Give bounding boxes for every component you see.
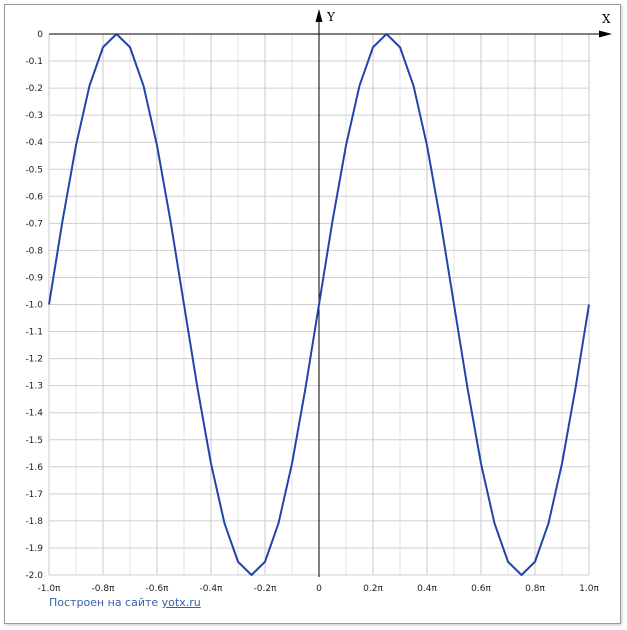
y-tick-label: -1.4 (25, 409, 43, 419)
x-tick-label: 0.2π (363, 584, 383, 594)
x-tick-label: 0.4π (417, 584, 437, 594)
y-tick-label: -2.0 (25, 571, 43, 581)
y-axis-arrow (315, 9, 323, 22)
axes: XY (49, 9, 612, 577)
y-tick-label: -1.6 (25, 463, 43, 473)
x-tick-label: 0.6π (471, 584, 491, 594)
credit-text: Построен на сайте (49, 596, 162, 609)
series (48, 33, 590, 576)
y-tick-label: -1.8 (25, 517, 43, 527)
y-tick-labels: 0 -0.1 -0.2 -0.3 -0.4 -0.5 -0.6 -0.7 -0.8 -0.9 -1.… (25, 30, 43, 581)
x-tick-label: -0.4π (200, 584, 224, 594)
x-tick-label: 0 (316, 584, 322, 594)
y-tick-label: -0.3 (25, 111, 43, 121)
x-tick-label: 0.8π (525, 584, 545, 594)
x-tick-label: -0.8π (92, 584, 116, 594)
y-tick-label: -0.1 (25, 57, 43, 67)
y-tick-label: -1.7 (25, 490, 43, 500)
x-axis-name: X (602, 12, 611, 26)
y-tick-label: -1.0 (25, 301, 43, 311)
x-tick-label: -1.0π (38, 584, 62, 594)
y-tick-label: -0.6 (25, 192, 43, 202)
y-tick-label: -1.3 (25, 382, 43, 392)
y-tick-label: -1.9 (25, 544, 43, 554)
y-tick-label: -1.2 (25, 355, 43, 365)
y-axis-name: Y (326, 10, 336, 24)
y-tick-label: -0.8 (25, 246, 43, 256)
y-tick-label: 0 (37, 30, 43, 40)
x-tick-label: -0.6π (146, 584, 170, 594)
x-tick-label: -0.2π (254, 584, 278, 594)
y-tick-label: -0.4 (25, 138, 43, 148)
y-tick-label: -0.9 (25, 273, 43, 283)
y-tick-label: -0.7 (25, 219, 43, 229)
x-tick-labels: -1.0π -0.8π -0.6π -0.4π -0.2π 0 0.2π 0.4π 0.6π 0.… (38, 584, 600, 594)
series-line (48, 33, 590, 576)
y-tick-label: -0.2 (25, 84, 43, 94)
y-tick-label: -0.5 (25, 165, 43, 175)
x-axis-arrow (599, 30, 612, 38)
y-tick-label: -1.1 (25, 328, 43, 338)
credit-link[interactable]: yotx.ru (161, 596, 201, 609)
credit-line: Построен на сайте yotx.ru (49, 596, 201, 609)
x-tick-label: 1.0π (579, 584, 599, 594)
y-tick-label: -1.5 (25, 436, 43, 446)
